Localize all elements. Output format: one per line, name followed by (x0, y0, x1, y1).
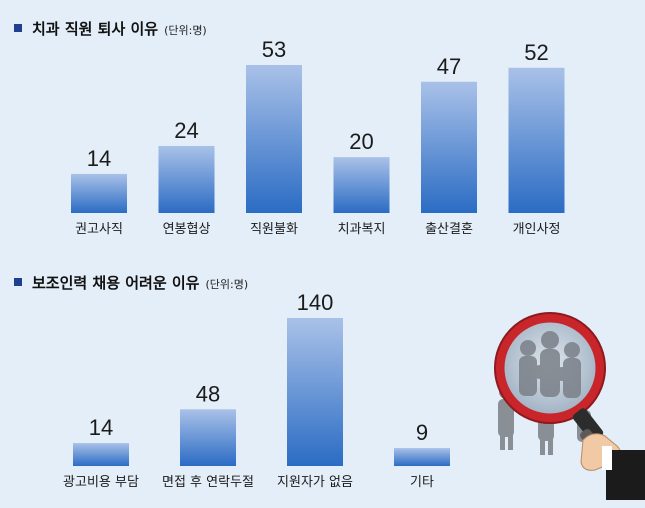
bar-면접 후 연락두절 (180, 409, 236, 466)
chart1-svg: 14 권고사직 24 연봉협상 53 직원불화 20 치과복지 47 출산결혼 52 개인사정 (71, 37, 565, 237)
value-label: 48 (196, 381, 220, 406)
bar-개인사정 (508, 67, 565, 213)
value-label: 140 (297, 290, 334, 315)
bullet-icon (14, 24, 22, 32)
bar-광고비용 부담 (73, 443, 129, 466)
chart2-unit: (단위:명) (205, 278, 249, 291)
bar-권고사직 (71, 173, 127, 213)
value-label: 14 (87, 146, 111, 171)
category-label: 기타 (410, 475, 434, 490)
value-label: 20 (349, 129, 373, 154)
chart2-title: 보조인력 채용 어려운 이유 (32, 274, 200, 292)
chart1-title: 치과 직원 퇴사 이유 (32, 20, 159, 38)
value-label: 9 (416, 420, 428, 445)
chart1-header: 치과 직원 퇴사 이유 (단위:명) (14, 18, 207, 39)
category-label: 치과복지 (338, 222, 386, 237)
bar-기타 (394, 448, 450, 466)
bar-출산결혼 (421, 81, 477, 213)
value-label: 53 (262, 37, 286, 62)
value-label: 14 (89, 415, 113, 440)
category-label: 직원불화 (250, 222, 298, 237)
category-label: 개인사정 (513, 222, 561, 237)
category-label: 권고사직 (75, 222, 123, 237)
bar-지원자가 없음 (287, 318, 343, 466)
category-label: 연봉협상 (163, 222, 211, 237)
chart2-header: 보조인력 채용 어려운 이유 (단위:명) (14, 272, 248, 293)
bar-직원불화 (246, 65, 302, 213)
category-label: 지원자가 없음 (277, 475, 353, 490)
category-label: 광고비용 부담 (63, 475, 139, 490)
bullet-icon (14, 278, 22, 286)
bar-치과복지 (333, 157, 390, 213)
value-label: 47 (437, 54, 461, 79)
magnifying-glass-over-crowd-icon (494, 312, 645, 500)
value-label: 24 (174, 118, 198, 143)
chart1-unit: (단위:명) (164, 24, 207, 37)
bar-연봉협상 (158, 145, 215, 213)
value-label: 52 (524, 40, 548, 65)
category-label: 면접 후 연락두절 (162, 475, 254, 490)
category-label: 출산결혼 (425, 222, 473, 237)
